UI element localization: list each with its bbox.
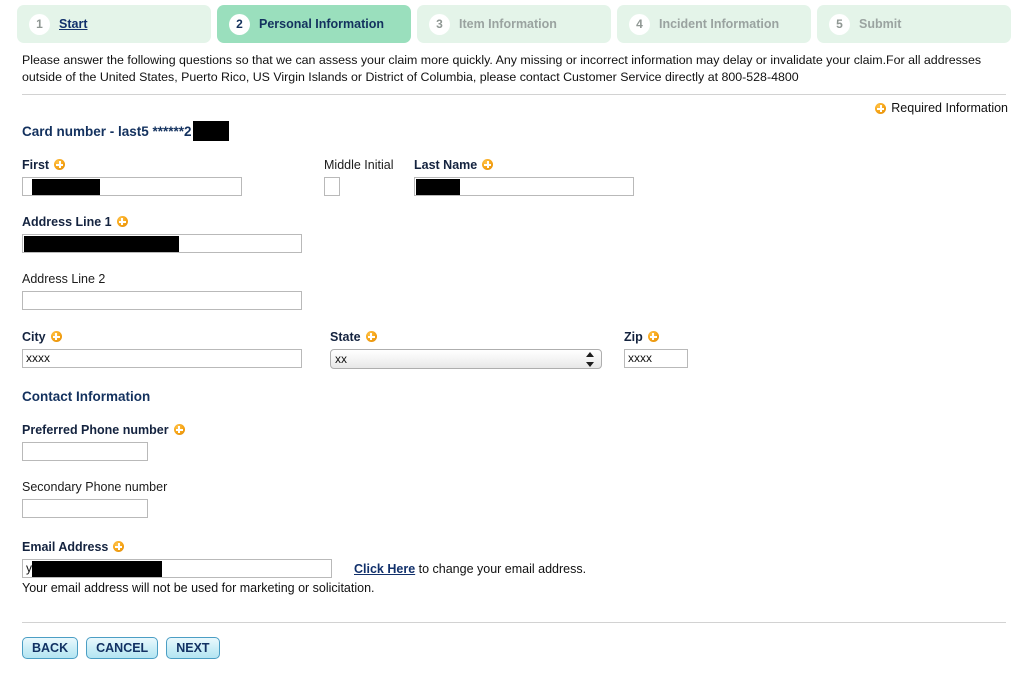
preferred-phone-label: Preferred Phone number	[22, 423, 1006, 437]
card-number-label: Card number - last5 ******2	[22, 123, 192, 139]
next-button[interactable]: NEXT	[166, 637, 220, 659]
step-number: 2	[229, 13, 250, 35]
select-stepper-arrows-icon[interactable]	[586, 352, 595, 367]
contact-information-heading: Contact Information	[22, 389, 151, 404]
step-tab-personal-information[interactable]: 2 Personal Information	[217, 5, 411, 43]
first-name-field: First	[22, 158, 324, 196]
preferred-phone-field: Preferred Phone number	[22, 423, 1006, 461]
required-star-icon	[875, 103, 887, 114]
address-line-2-label: Address Line 2	[22, 272, 106, 286]
card-number-row: Card number - last5 ******2	[22, 121, 1006, 141]
address-line-1-input[interactable]	[22, 234, 302, 253]
step-tab-item-information[interactable]: 3 Item Information	[417, 5, 611, 43]
email-address-input[interactable]: y	[22, 559, 332, 578]
city-input[interactable]: xxxx	[22, 349, 302, 368]
state-label: State	[330, 330, 624, 344]
change-email-suffix: to change your email address.	[415, 561, 587, 576]
email-change-text: Click Here to change your email address.	[354, 562, 586, 576]
first-name-redaction	[32, 179, 100, 195]
required-star-icon	[173, 424, 185, 435]
email-row: y Click Here to change your email addres…	[22, 559, 1006, 578]
step-number: 4	[629, 13, 650, 35]
step-number: 5	[829, 13, 850, 35]
last-name-field: Last Name	[414, 158, 674, 196]
city-state-zip-row: City xxxx State xx Zip xxxx	[22, 330, 1006, 369]
state-field: State xx	[330, 330, 624, 369]
required-information-legend: Required Information	[0, 95, 1028, 115]
required-star-icon	[482, 159, 494, 170]
city-label: City	[22, 330, 330, 344]
middle-initial-label: Middle Initial	[324, 158, 394, 172]
required-star-icon	[365, 331, 377, 342]
required-star-icon	[647, 331, 659, 342]
first-name-label: First	[22, 158, 324, 172]
required-star-icon	[50, 331, 62, 342]
required-legend-label: Required Information	[891, 101, 1008, 115]
step-label: Start	[59, 17, 88, 31]
step-tab-submit[interactable]: 5 Submit	[817, 5, 1011, 43]
step-number: 3	[429, 13, 450, 35]
back-button[interactable]: BACK	[22, 637, 79, 659]
last-name-input[interactable]	[414, 177, 634, 196]
city-field: City xxxx	[22, 330, 330, 369]
email-address-redaction	[32, 561, 162, 577]
step-label: Item Information	[459, 17, 557, 31]
step-label: Personal Information	[259, 17, 385, 31]
required-star-icon	[113, 541, 125, 552]
zip-input[interactable]: xxxx	[624, 349, 688, 368]
divider-top	[22, 94, 1006, 95]
last-name-redaction	[416, 179, 460, 195]
step-wizard: 1 Start 2 Personal Information 3 Item In…	[0, 0, 1028, 43]
step-tab-start[interactable]: 1 Start	[17, 5, 211, 43]
secondary-phone-label: Secondary Phone number	[22, 480, 168, 494]
change-email-link[interactable]: Click Here	[354, 561, 416, 576]
required-star-icon	[54, 159, 66, 170]
secondary-phone-input[interactable]	[22, 499, 148, 518]
step-tab-incident-information[interactable]: 4 Incident Information	[617, 5, 811, 43]
address-line-1-field: Address Line 1	[22, 215, 1006, 253]
divider-bottom	[22, 622, 1006, 623]
step-label: Incident Information	[659, 17, 780, 31]
state-select[interactable]: xx	[330, 349, 602, 369]
zip-value: xxxx	[628, 351, 652, 365]
zip-label: Zip	[624, 330, 688, 344]
middle-initial-input[interactable]	[324, 177, 340, 196]
last-name-label: Last Name	[414, 158, 674, 172]
intro-text: Please answer the following questions so…	[22, 53, 982, 84]
secondary-phone-field: Secondary Phone number	[22, 480, 1006, 518]
step-label: Submit	[859, 17, 902, 31]
address-line-1-label: Address Line 1	[22, 215, 1006, 229]
card-number-redaction	[192, 121, 229, 141]
city-value: xxxx	[26, 351, 50, 365]
email-privacy-note: Your email address will not be used for …	[22, 581, 375, 595]
address-line-1-redaction	[24, 236, 179, 252]
cancel-button[interactable]: CANCEL	[86, 637, 159, 659]
form-actions: BACK CANCEL NEXT	[22, 637, 220, 659]
email-address-label: Email Address	[22, 540, 1006, 554]
email-address-field: Email Address y Click Here to change you…	[22, 540, 1006, 595]
zip-field: Zip xxxx	[624, 330, 688, 369]
preferred-phone-input[interactable]	[22, 442, 148, 461]
email-address-value: y	[26, 561, 32, 575]
name-row: First Middle Initial Last Name	[22, 158, 1006, 196]
step-number: 1	[29, 13, 50, 35]
address-line-2-field: Address Line 2	[22, 272, 1006, 310]
middle-initial-field: Middle Initial	[324, 158, 414, 196]
personal-information-form: Card number - last5 ******2 First Middle…	[0, 121, 1028, 595]
state-value: xx	[335, 352, 347, 366]
address-line-2-input[interactable]	[22, 291, 302, 310]
required-star-icon	[116, 216, 128, 227]
first-name-input[interactable]	[22, 177, 242, 196]
